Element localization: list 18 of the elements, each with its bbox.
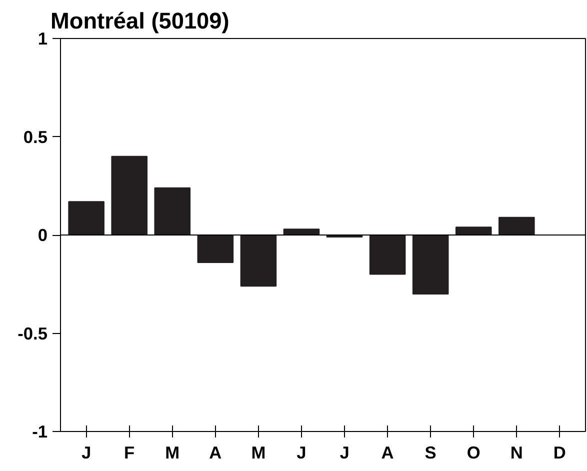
x-tick-label: N	[510, 442, 523, 462]
x-tick-label: O	[466, 442, 480, 462]
y-tick-label: 1	[38, 28, 48, 48]
x-tick-label: J	[296, 442, 306, 462]
x-tick-label: D	[553, 442, 566, 462]
x-tick-label: J	[340, 442, 350, 462]
x-tick-label: S	[424, 442, 436, 462]
y-tick-label: 0	[38, 225, 48, 245]
chart-title: Montréal (50109)	[50, 8, 230, 34]
x-tick-label: F	[124, 442, 135, 462]
x-tick-label: M	[165, 442, 180, 462]
x-tick-label: M	[251, 442, 266, 462]
x-tick-label: J	[82, 442, 92, 462]
x-tick-label: A	[381, 442, 394, 462]
y-tick-label: -0.5	[18, 323, 48, 344]
y-tick-label: 0.5	[23, 126, 48, 147]
y-tick-label: -1	[32, 422, 48, 442]
x-tick-label: A	[209, 442, 222, 462]
